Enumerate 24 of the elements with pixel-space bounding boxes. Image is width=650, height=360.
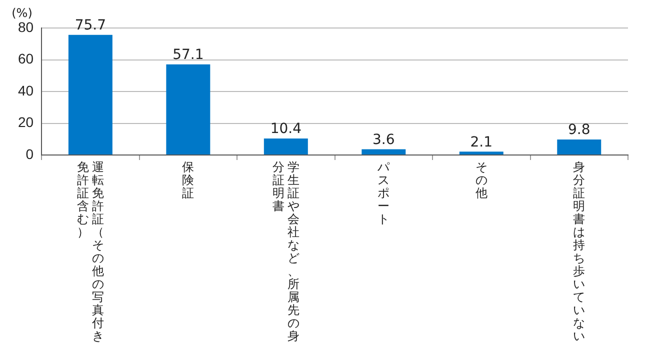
- x-tick-label: パスポート: [377, 160, 390, 226]
- data-label: 9.8: [568, 122, 590, 138]
- x-tick-label: その他: [474, 160, 488, 200]
- bar: [459, 152, 504, 154]
- data-label: 10.4: [270, 121, 302, 138]
- data-label: 75.7: [74, 17, 106, 34]
- y-axis-title: (%): [12, 6, 32, 20]
- y-tick-label: 40: [18, 82, 34, 98]
- y-tick-label: 0: [26, 146, 34, 162]
- category-label: 運転免許証（その他の写真付き免許証含む）: [76, 160, 104, 343]
- bar: [68, 34, 112, 154]
- bar: [362, 149, 406, 154]
- y-tick-label: 20: [18, 114, 34, 130]
- bar: [166, 64, 210, 154]
- data-label: 2.1: [470, 134, 493, 150]
- bar: [264, 138, 308, 154]
- y-tick-label: 80: [18, 18, 34, 35]
- data-label: 57.1: [172, 46, 204, 63]
- data-label: 3.6: [372, 132, 395, 148]
- category-label: 身分証明書は持ち歩いていない: [573, 160, 586, 343]
- bar: [557, 139, 602, 154]
- x-tick-label: 保険証: [182, 160, 195, 200]
- y-tick-label: 60: [18, 50, 34, 67]
- category-label: 学生証や会社など、所属先の身分証明書: [272, 160, 300, 343]
